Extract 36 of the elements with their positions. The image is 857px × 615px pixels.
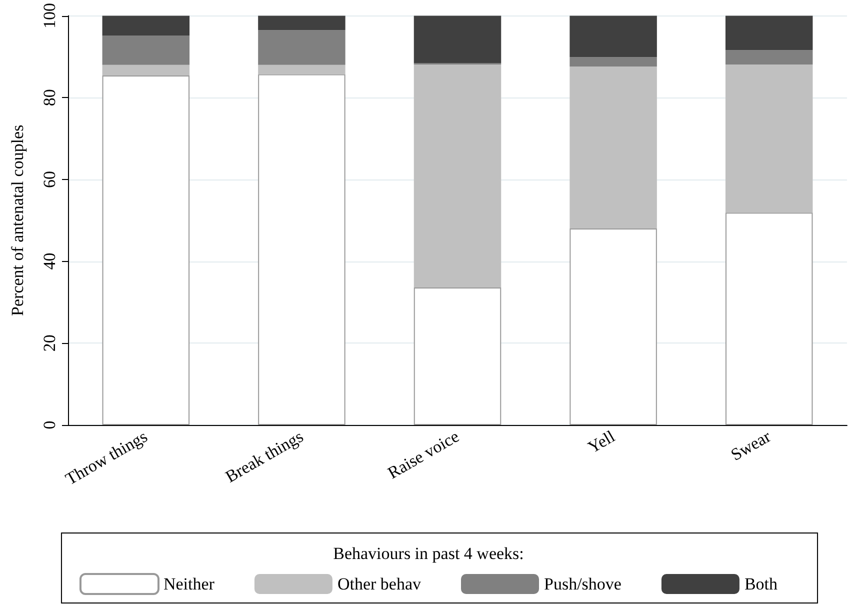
x-tick-label: Throw things [62,426,151,489]
y-tick-label: 80 [40,89,59,106]
bar [725,212,813,425]
bar [725,50,813,64]
x-tick-label: Raise voice [384,426,462,483]
bar [725,64,813,213]
bar [414,287,502,425]
bar [570,57,657,66]
bar [414,16,502,64]
y-axis-title: Percent of antenatal couples [8,124,27,316]
y-tick-label: 0 [40,420,59,430]
x-tick-label: Swear [728,426,774,464]
bar [258,64,346,74]
bar [102,76,190,425]
x-tick-label: Break things [222,426,306,486]
bar [570,16,657,58]
bar [570,228,657,425]
bar [258,30,346,65]
legend-label: Other behav [337,574,422,594]
y-tick-label: 20 [40,334,59,352]
bar [414,64,502,288]
y-tick-label: 60 [40,170,59,188]
legend-label: Neither [163,574,215,594]
y-tick-label: 100 [40,3,59,28]
bar [258,74,346,425]
legend-label: Both [744,574,778,594]
x-tick-label: Yell [584,426,618,457]
bar [102,64,190,76]
bar [102,16,190,36]
bar [258,16,346,30]
bar [570,66,657,229]
legend-title: Behaviours in past 4 weeks: [333,544,524,563]
y-tick-label: 40 [40,252,59,270]
bar [102,36,190,65]
legend-label: Push/shove [544,574,622,594]
bar [725,16,813,50]
